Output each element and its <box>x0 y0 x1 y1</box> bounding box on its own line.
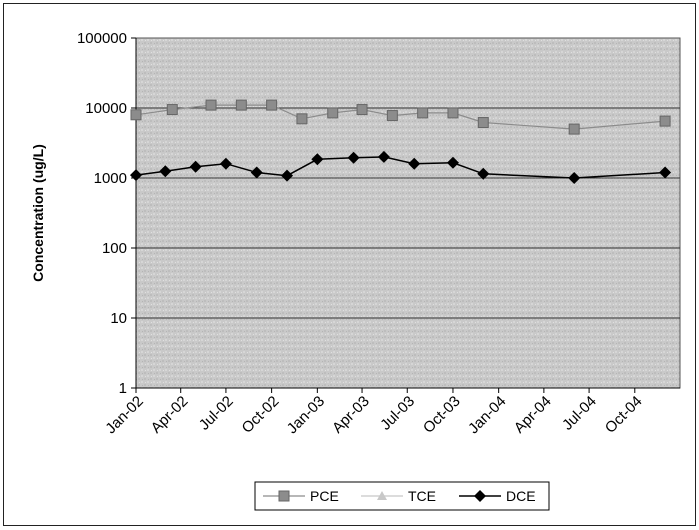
pce-point <box>417 107 429 119</box>
dce-point <box>377 150 390 163</box>
pce-point <box>130 109 142 121</box>
pce-point <box>327 107 339 119</box>
dce-point <box>477 167 490 180</box>
legend-dce-label: DCE <box>506 488 536 504</box>
legend-tce-label: TCE <box>408 488 436 504</box>
y-tick-label: 100 <box>102 240 127 257</box>
pce-point <box>356 104 368 116</box>
x-tick-label: Jan-04 <box>465 393 509 437</box>
x-tick-label: Jul-02 <box>196 393 237 434</box>
x-tick-label: Jul-03 <box>377 393 418 434</box>
x-tick-label: Jul-04 <box>559 393 600 434</box>
y-tick-label: 10000 <box>85 100 127 117</box>
dce-point <box>281 169 294 182</box>
dce-point <box>219 157 232 170</box>
legend: PCE TCE DCE <box>254 481 550 511</box>
pce-point <box>235 99 247 111</box>
x-tick-label: Jan-03 <box>284 393 328 437</box>
dce-point <box>159 165 172 178</box>
dce-point <box>347 151 360 164</box>
dce-point <box>250 166 263 179</box>
legend-dce-marker <box>474 490 486 502</box>
x-tick-label: Jan-02 <box>102 393 146 437</box>
y-tick-label: 1 <box>119 380 127 397</box>
pce-point <box>659 115 671 127</box>
y-tick-label: 10 <box>110 310 127 327</box>
dce-point <box>568 172 581 184</box>
x-tick-label: Apr-02 <box>148 393 192 437</box>
dce-point <box>311 153 324 166</box>
legend-pce-label: PCE <box>310 488 339 504</box>
series-lines <box>130 99 672 184</box>
gridlines <box>136 107 680 319</box>
pce-point <box>477 117 489 129</box>
x-tick-label: Oct-03 <box>420 393 464 437</box>
legend-pce-marker <box>278 490 290 502</box>
y-axis-title: Concentration (ug/L) <box>30 144 46 282</box>
dce-point <box>189 160 202 173</box>
y-tick-label: 1000 <box>94 170 127 187</box>
y-tick-label: 100000 <box>77 30 127 47</box>
pce-point <box>447 107 459 119</box>
x-tick-label: Oct-04 <box>602 393 646 437</box>
x-tick-label: Apr-03 <box>329 393 373 437</box>
dce-point <box>408 157 421 170</box>
x-tick-label: Oct-02 <box>239 393 283 437</box>
dce-point <box>446 156 459 169</box>
x-tick-label: Apr-04 <box>511 393 555 437</box>
dce-point <box>659 166 672 179</box>
legend-tce-marker <box>377 491 387 500</box>
pce-point <box>386 110 398 122</box>
pce-point <box>205 99 217 111</box>
pce-point <box>166 104 178 116</box>
pce-point <box>296 113 308 125</box>
pce-point <box>266 99 278 111</box>
plot-area <box>135 37 681 389</box>
dce-point <box>130 169 142 182</box>
pce-point <box>568 123 580 135</box>
